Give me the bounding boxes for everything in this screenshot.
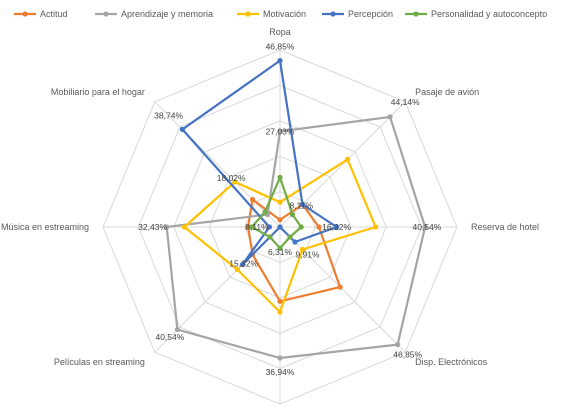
data-label: 8,11% (290, 201, 314, 211)
data-point (299, 246, 306, 253)
data-label: 36,94% (266, 367, 295, 377)
legend-marker (245, 11, 251, 17)
category-label: Ropa (269, 27, 291, 37)
data-label: 38,74% (154, 111, 183, 121)
data-point (174, 327, 180, 333)
legend-label: Motivación (263, 9, 306, 19)
legend-item: Aprendizaje y memoria (95, 9, 213, 19)
legend-item: Percepción (322, 9, 393, 19)
data-point (277, 58, 283, 64)
legend-label: Aprendizaje y memoria (121, 9, 213, 19)
series-line (181, 59, 338, 266)
legend-label: Personalidad y autoconcepto (431, 9, 547, 19)
legend-marker (330, 11, 336, 17)
series-group (164, 114, 428, 361)
data-point (277, 217, 283, 223)
data-point (277, 298, 283, 304)
legend-item: Actitud (14, 9, 68, 19)
data-label: 9,91% (295, 250, 320, 260)
category-label: Mobiliario para el hogar (51, 87, 145, 97)
data-point (277, 245, 283, 251)
data-label: 44,14% (391, 97, 420, 107)
axis-labels: Ropa Pasaje de avión Reserva de hotel Disp.… (1, 27, 539, 367)
data-point (316, 224, 322, 230)
data-label: 6,31% (268, 247, 293, 257)
legend-marker (22, 11, 28, 17)
data-point (422, 224, 428, 230)
data-point (277, 174, 283, 180)
data-label: 15,32% (229, 258, 258, 268)
data-point (266, 224, 272, 230)
data-label: 40,54% (155, 332, 184, 342)
data-point (249, 224, 255, 230)
category-label: Reserva de hotel (471, 222, 539, 232)
data-point (287, 234, 293, 240)
data-label: 27,03% (266, 126, 295, 136)
category-label: Películas en streaming (54, 357, 145, 367)
data-labels: 46,85% 27,03% 8,11% 44,14% 16,22% 40,54% 9,91%… (138, 42, 442, 378)
data-label: 18,02% (217, 173, 246, 183)
series-group (179, 58, 340, 268)
legend-item: Motivación (237, 9, 306, 19)
data-point (337, 284, 343, 290)
data-label: 46,85% (393, 350, 422, 360)
data-point (181, 224, 187, 230)
series-group (181, 156, 379, 315)
data-point (245, 224, 251, 230)
grid-spoke (154, 101, 281, 228)
data-point (262, 209, 268, 215)
data-point (179, 126, 185, 132)
data-point (277, 199, 283, 205)
series-group (249, 174, 304, 251)
legend-marker (103, 11, 109, 17)
data-point (373, 224, 379, 230)
data-point (298, 224, 304, 230)
data-point (249, 196, 256, 203)
data-point (277, 224, 283, 230)
data-label: 32,43% (138, 222, 167, 232)
data-point (164, 224, 170, 230)
data-label: 46,85% (266, 42, 295, 52)
legend: Actitud Aprendizaje y memoria Motivación Pe… (14, 9, 547, 19)
data-point (277, 355, 283, 361)
data-point (289, 211, 296, 218)
data-point (387, 114, 393, 120)
radar-series (164, 58, 428, 361)
category-label: Música en estreaming (1, 222, 89, 232)
data-point (234, 267, 240, 273)
data-point (232, 179, 238, 185)
category-label: Disp. Electrónicos (415, 357, 488, 367)
data-point (345, 156, 351, 162)
data-label: 8,11% (245, 222, 269, 232)
category-label: Pasaje de avión (415, 87, 479, 97)
data-point (299, 201, 306, 208)
data-point (277, 128, 283, 134)
data-point (267, 234, 273, 240)
data-point (239, 261, 246, 268)
data-point (395, 342, 401, 348)
data-label: 40,54% (412, 222, 441, 232)
legend-label: Actitud (40, 9, 68, 19)
data-point (334, 224, 340, 230)
legend-item: Personalidad y autoconcepto (405, 9, 547, 19)
legend-marker (413, 11, 419, 17)
data-point (292, 239, 298, 245)
legend-label: Percepción (348, 9, 393, 19)
data-point (277, 309, 283, 315)
data-label: 16,22% (322, 222, 351, 232)
